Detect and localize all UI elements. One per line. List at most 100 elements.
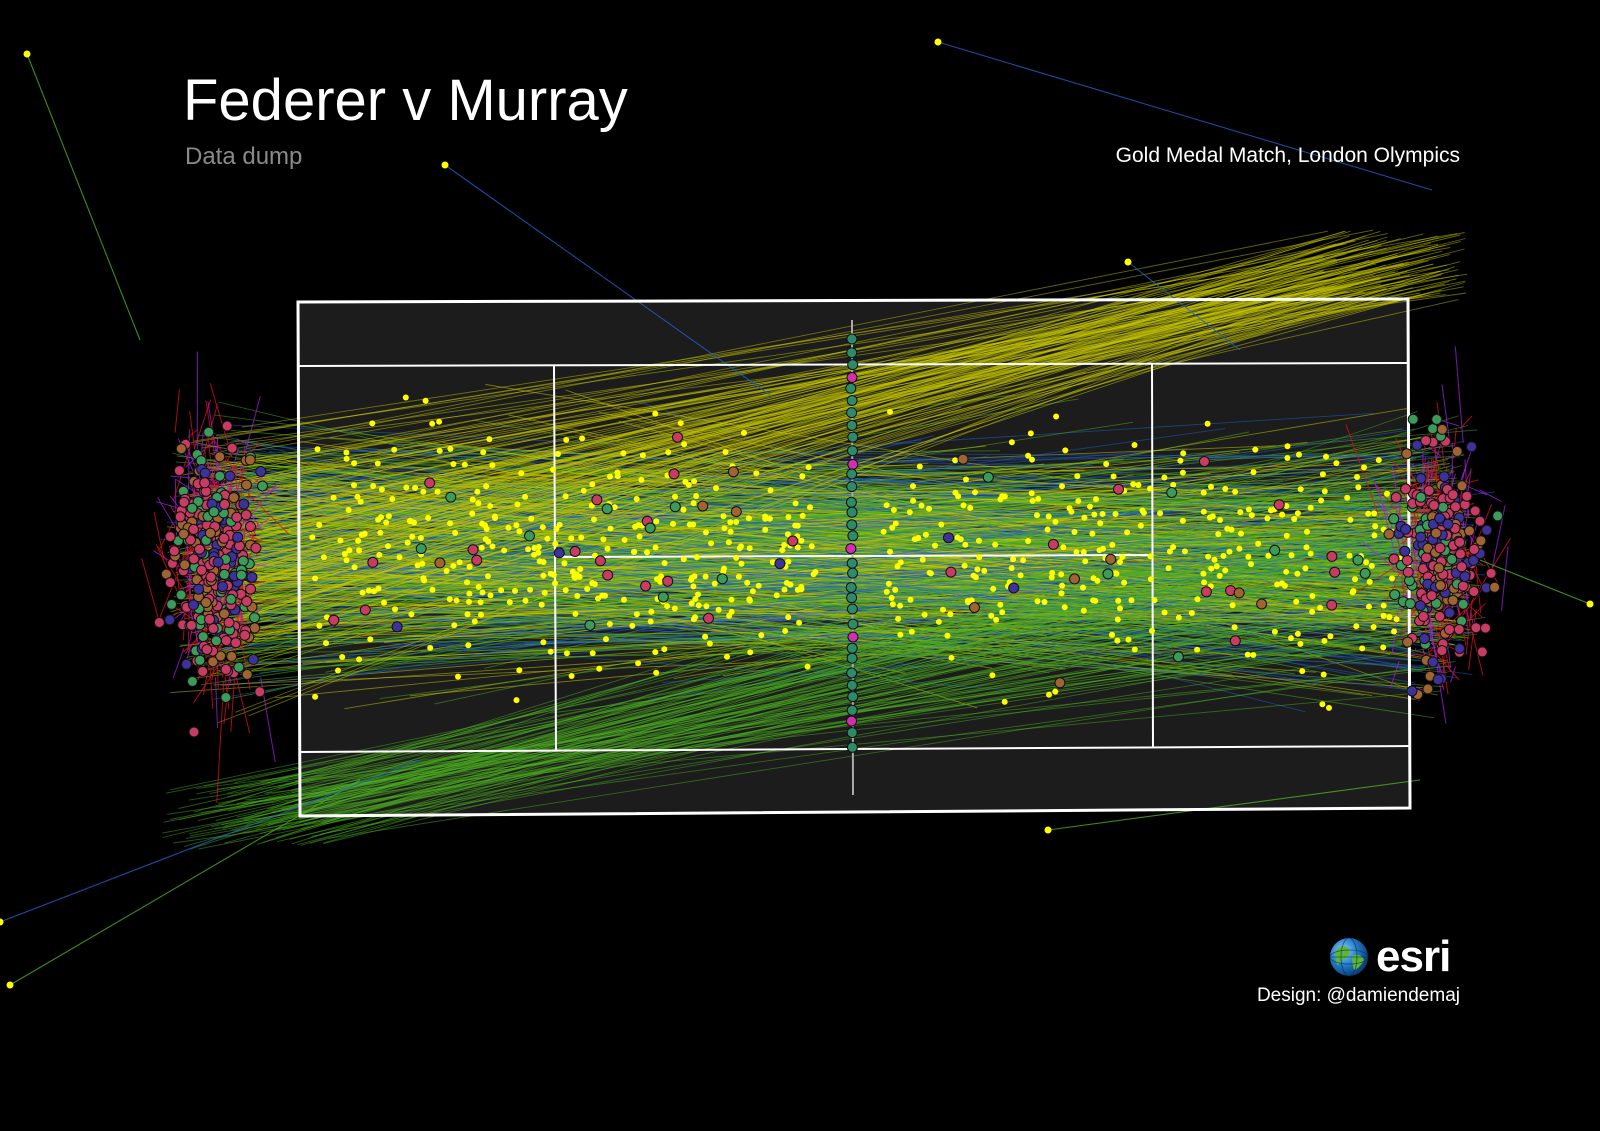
bounce-point	[919, 556, 926, 563]
shot-line	[297, 538, 1425, 812]
bounce-point	[897, 602, 904, 609]
player-position	[225, 593, 237, 605]
net-point	[846, 372, 858, 383]
bounce-point	[1075, 498, 1082, 504]
bounce-point	[1371, 510, 1378, 517]
movement-line	[1462, 466, 1467, 478]
player-position	[249, 622, 261, 634]
bounce-point	[1117, 559, 1123, 565]
bounce-point	[540, 559, 547, 565]
bounce-point	[895, 615, 902, 622]
player-position	[186, 675, 198, 687]
bounce-point	[584, 586, 591, 592]
shot-line	[210, 262, 1403, 534]
bounce-point	[1288, 635, 1294, 642]
bounce-point	[695, 591, 701, 598]
bounce-point	[955, 493, 962, 500]
bounce-point	[357, 498, 364, 505]
shot-line	[196, 244, 1382, 481]
bounce-point	[1375, 457, 1382, 464]
player-position	[1442, 518, 1454, 530]
player-position	[233, 661, 245, 673]
bounce-point	[922, 531, 929, 538]
player-position	[204, 527, 216, 539]
bounce-point	[907, 596, 914, 603]
bounce-point	[577, 566, 584, 573]
bounce-point	[692, 596, 699, 602]
bounce-point	[1151, 597, 1158, 604]
player-position	[1468, 555, 1479, 566]
player-position	[1430, 527, 1442, 539]
player-position	[175, 589, 187, 601]
movement-line	[1391, 461, 1420, 482]
bounce-point	[1352, 576, 1358, 583]
bounce-point	[343, 455, 350, 462]
shot-line	[212, 298, 1326, 658]
player-position	[1438, 471, 1450, 483]
player-position	[1172, 651, 1184, 663]
player-position	[1434, 512, 1446, 524]
bounce-point	[981, 567, 988, 574]
bounce-point	[703, 603, 710, 610]
player-position	[188, 523, 200, 535]
player-position	[230, 637, 242, 649]
bounce-point	[1222, 567, 1229, 574]
bounce-point	[892, 586, 899, 593]
player-position	[255, 466, 267, 477]
bounce-point	[351, 460, 358, 467]
bounce-point	[419, 560, 426, 567]
movement-line	[1501, 546, 1509, 611]
movement-line	[184, 544, 193, 556]
bounce-point	[1034, 512, 1040, 519]
bounce-point	[773, 592, 780, 599]
player-position	[215, 650, 227, 662]
bounce-point	[1058, 571, 1065, 578]
shot-line	[188, 269, 1459, 581]
net-point	[847, 618, 859, 630]
bounce-point	[1283, 503, 1290, 509]
bounce-point	[489, 543, 496, 550]
bounce-point	[475, 583, 482, 590]
bounce-point	[434, 488, 441, 495]
bounce-point	[314, 446, 321, 453]
shot-line	[209, 230, 1328, 455]
bounce-point	[889, 524, 896, 531]
bounce-point	[910, 483, 916, 490]
bounce-point	[1271, 628, 1278, 635]
bounce-point	[1194, 646, 1201, 653]
shot-line	[214, 415, 1459, 808]
bounce-point	[450, 563, 457, 569]
bounce-point	[1380, 602, 1387, 609]
movement-line	[215, 677, 218, 729]
bounce-point	[572, 610, 579, 617]
shot-line	[235, 457, 942, 518]
player-position	[200, 597, 212, 608]
net-point	[846, 603, 858, 615]
net-point	[846, 333, 858, 345]
movement-line	[247, 536, 263, 542]
shot-line	[173, 232, 1465, 513]
shot-line	[203, 285, 1325, 648]
player-position	[220, 692, 232, 703]
player-position	[178, 528, 190, 540]
movement-line	[234, 464, 238, 494]
player-position	[1447, 594, 1459, 606]
bounce-point	[1093, 496, 1099, 503]
bounce-point	[1062, 447, 1069, 454]
bounce-point	[392, 606, 398, 613]
bounce-point	[961, 562, 968, 569]
net-point	[846, 347, 858, 359]
player-position	[173, 465, 185, 477]
shot-line	[793, 481, 1407, 597]
net-point	[847, 359, 859, 371]
bounce-point	[1074, 473, 1081, 480]
player-position	[1402, 636, 1414, 648]
player-position	[1454, 643, 1466, 654]
bounce-point	[948, 654, 955, 661]
player-position	[186, 502, 198, 514]
bounce-point	[644, 549, 650, 556]
bounce-point	[1157, 510, 1164, 517]
player-position	[193, 583, 205, 595]
player-position	[1443, 624, 1455, 635]
shot-line	[442, 607, 1436, 625]
